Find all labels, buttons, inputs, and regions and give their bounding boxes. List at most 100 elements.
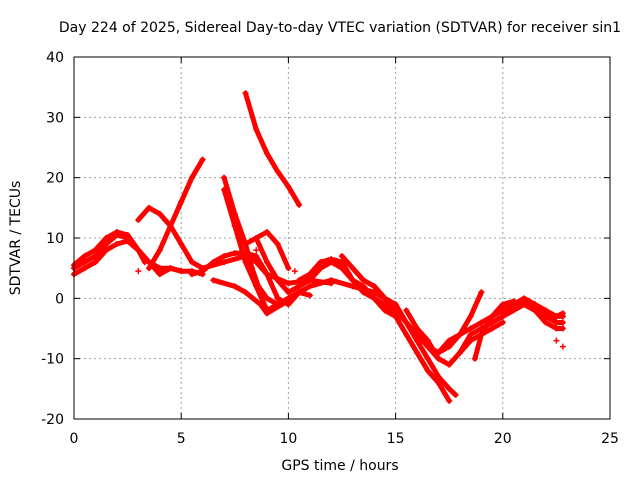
series-line (478, 301, 559, 331)
data-point (221, 259, 228, 266)
data-point (135, 247, 142, 254)
data-point (349, 283, 356, 290)
data-point (478, 331, 485, 338)
data-point (392, 313, 399, 320)
data-point (553, 319, 560, 326)
data-point (178, 198, 185, 205)
data-point (81, 259, 88, 266)
data-point (274, 277, 281, 284)
series-arc-10 (210, 277, 303, 317)
data-point (306, 283, 313, 290)
data-point (478, 289, 485, 296)
data-point (221, 174, 228, 181)
data-point (81, 253, 88, 260)
data-point (263, 259, 270, 266)
data-point (521, 295, 528, 302)
data-point (317, 259, 324, 266)
data-point (435, 355, 442, 362)
data-point (253, 235, 260, 241)
series-arc-23 (521, 301, 566, 332)
data-point (188, 271, 195, 278)
data-point (414, 349, 421, 356)
data-point (328, 277, 335, 284)
data-point (242, 241, 249, 248)
data-point (296, 277, 303, 284)
y-tick-label: -20 (41, 412, 64, 428)
x-tick-label: 10 (279, 431, 297, 447)
x-axis-label: GPS time / hours (281, 458, 398, 474)
data-point (257, 301, 264, 308)
data-point (403, 331, 410, 338)
data-point (242, 90, 249, 97)
data-point (199, 156, 206, 163)
data-point (559, 319, 566, 326)
data-point (371, 295, 378, 302)
data-point (178, 241, 185, 248)
data-point (435, 373, 442, 380)
data-point (381, 307, 388, 314)
data-point (424, 337, 431, 344)
data-point (360, 277, 367, 284)
data-point (274, 241, 281, 248)
data-point (278, 301, 285, 308)
x-tick-label: 25 (601, 431, 619, 447)
outlier-point (559, 343, 566, 350)
data-point (103, 247, 110, 254)
data-point (141, 259, 148, 266)
data-point (274, 168, 281, 175)
y-axis-label: SDTVAR / TECUs (8, 181, 24, 296)
outlier-point (253, 247, 260, 254)
data-point (510, 307, 517, 314)
outlier-point (135, 268, 142, 275)
data-point (467, 331, 474, 338)
data-point (489, 313, 496, 320)
series-arc-3 (71, 228, 148, 269)
y-tick-label: -10 (41, 352, 64, 368)
data-point (559, 310, 566, 317)
data-point (471, 355, 478, 362)
series-line (71, 229, 148, 268)
data-point (360, 283, 367, 290)
data-point (188, 259, 195, 266)
data-point (456, 331, 463, 338)
x-tick-label: 20 (494, 431, 512, 447)
series-arc-16 (392, 301, 459, 398)
data-point (349, 277, 356, 284)
data-point (231, 283, 238, 290)
y-tick-label: 40 (46, 50, 64, 66)
data-point (81, 265, 88, 272)
series-line (146, 157, 206, 271)
data-point (435, 349, 442, 356)
data-point (306, 292, 313, 299)
outlier-point (291, 268, 298, 275)
data-point (499, 301, 506, 308)
data-point (317, 265, 324, 272)
data-point (156, 247, 163, 254)
data-point (146, 265, 153, 272)
plot-frame (73, 56, 611, 420)
data-point (103, 235, 110, 241)
data-point (452, 391, 459, 398)
data-point (467, 313, 474, 320)
data-point (285, 265, 292, 272)
data-point (499, 313, 506, 320)
data-point (296, 201, 303, 208)
data-point (263, 228, 270, 235)
data-point (253, 283, 260, 290)
data-point (446, 343, 453, 350)
data-point (263, 150, 270, 157)
data-point (339, 253, 345, 260)
data-point (531, 307, 538, 314)
data-point (403, 307, 410, 314)
outlier-point (553, 337, 560, 344)
data-point (510, 298, 517, 305)
data-point (92, 247, 99, 254)
data-point (424, 355, 431, 362)
data-point (559, 325, 566, 332)
data-point (263, 271, 270, 278)
y-tick-label: 0 (55, 291, 64, 307)
data-point (424, 367, 431, 374)
data-point (242, 259, 249, 266)
data-point (178, 268, 185, 275)
